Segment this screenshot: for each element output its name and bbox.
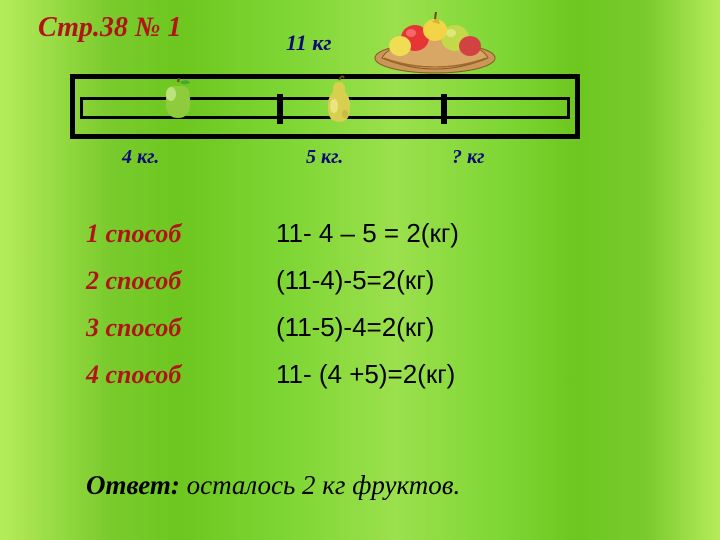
- segment-label-1: 4 кг.: [122, 146, 159, 169]
- method-row-3: 3 способ (11-5)-4=2(кг): [86, 312, 459, 343]
- slide: Стр.38 № 1 11 кг: [0, 0, 720, 540]
- segment-label-2: 5 кг.: [306, 146, 343, 169]
- method-equation: (11-4)-5=2(кг): [276, 265, 434, 296]
- apple-icon: [156, 78, 201, 120]
- bar-divider-2: [441, 94, 447, 124]
- method-equation: 11- (4 +5)=2(кг): [276, 359, 455, 390]
- method-equation: (11-5)-4=2(кг): [276, 312, 434, 343]
- method-label: 3 способ: [86, 313, 276, 343]
- method-row-1: 1 способ 11- 4 – 5 = 2(кг): [86, 218, 459, 249]
- method-row-2: 2 способ (11-4)-5=2(кг): [86, 265, 459, 296]
- method-equation: 11- 4 – 5 = 2(кг): [276, 218, 459, 249]
- method-label: 1 способ: [86, 219, 276, 249]
- total-weight-label: 11 кг: [286, 30, 332, 56]
- methods-list: 1 способ 11- 4 – 5 = 2(кг) 2 способ (11-…: [86, 218, 459, 406]
- answer-line: Ответ: осталось 2 кг фруктов.: [86, 470, 460, 501]
- pear-icon: [320, 74, 358, 124]
- method-row-4: 4 способ 11- (4 +5)=2(кг): [86, 359, 459, 390]
- method-label: 4 способ: [86, 360, 276, 390]
- bar-diagram: [70, 74, 580, 139]
- page-title: Стр.38 № 1: [38, 12, 181, 44]
- answer-bold: Ответ:: [86, 470, 180, 500]
- bar-divider-1: [277, 94, 283, 124]
- method-label: 2 способ: [86, 266, 276, 296]
- answer-text: осталось 2 кг фруктов.: [180, 470, 460, 500]
- segment-label-3: ? кг: [452, 146, 485, 169]
- fruit-basket-icon: [370, 8, 500, 74]
